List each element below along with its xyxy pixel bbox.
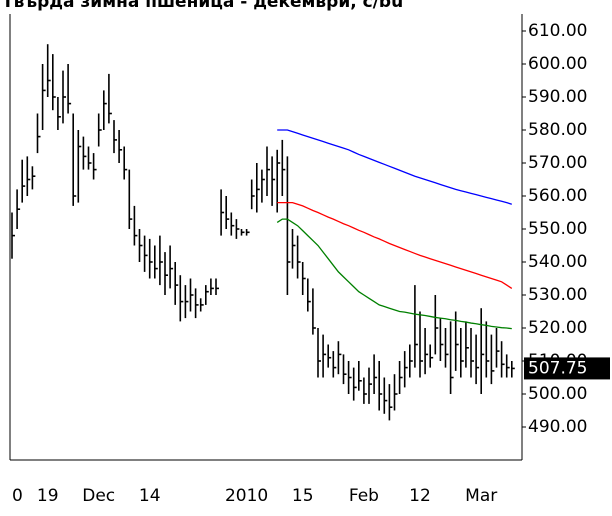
y-tick-label: 570.00 (528, 153, 587, 173)
y-tick-label: 490.00 (528, 417, 587, 437)
chart-title: Твърда зимна пшеница - декември, c/bu (2, 0, 403, 12)
x-tick-label: 14 (139, 486, 161, 506)
x-tick-label: Mar (465, 486, 497, 506)
y-tick-label: 600.00 (528, 54, 587, 74)
moving-average (277, 201, 513, 289)
y-tick-label: 550.00 (528, 219, 587, 239)
x-tick-label: 2010 (225, 486, 268, 506)
x-tick-label: 0 (12, 486, 23, 506)
y-tick-label: 560.00 (528, 186, 587, 206)
x-tick-label: Feb (349, 486, 379, 506)
y-tick-label: 530.00 (528, 285, 587, 305)
moving-average (277, 129, 513, 205)
y-tick-label: 540.00 (528, 252, 587, 272)
last-price-label: 507.75 (528, 358, 587, 378)
last-price-box (524, 357, 610, 380)
x-tick-label: Dec (82, 486, 115, 506)
y-tick-label: 520.00 (528, 318, 587, 338)
y-tick-label: 500.00 (528, 384, 587, 404)
y-tick-label: 610.00 (528, 21, 587, 41)
y-tick-label: 580.00 (528, 120, 587, 140)
x-tick-label: 15 (292, 486, 314, 506)
moving-average (276, 218, 512, 330)
x-tick-label: 12 (409, 486, 431, 506)
x-tick-label: 19 (37, 486, 59, 506)
y-tick-label: 590.00 (528, 87, 587, 107)
